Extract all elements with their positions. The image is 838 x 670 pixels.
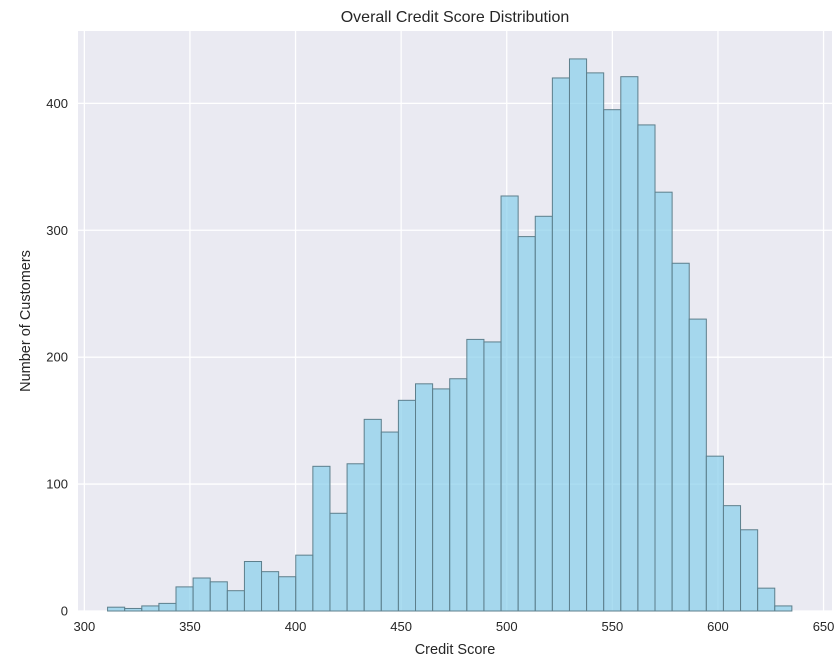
histogram-bar [688, 318, 707, 612]
histogram-bar [380, 431, 399, 612]
histogram-bar [705, 455, 724, 612]
histogram-bar [107, 606, 126, 612]
histogram-bar [158, 602, 177, 612]
y-tick-label: 300 [46, 223, 68, 238]
histogram-bar [466, 338, 485, 612]
y-tick-label: 100 [46, 477, 68, 492]
histogram-bar [432, 388, 451, 612]
histogram-bar [295, 554, 314, 612]
histogram-bar [261, 571, 280, 612]
y-axis-label: Number of Customers [18, 250, 34, 392]
histogram-bar [774, 605, 793, 612]
histogram-bar [517, 236, 536, 612]
x-tick-label: 650 [813, 619, 835, 634]
chart-title: Overall Credit Score Distribution [341, 9, 570, 26]
x-tick-label: 400 [285, 619, 307, 634]
histogram-bar [757, 587, 776, 612]
histogram-bar [551, 77, 570, 612]
x-tick-label: 450 [390, 619, 412, 634]
histogram-bar [192, 577, 211, 612]
histogram-bar [363, 418, 382, 612]
x-tick-label: 550 [601, 619, 623, 634]
histogram-bar [397, 399, 417, 612]
y-axis-ticks: 0 100 200 300 400 [46, 96, 68, 619]
y-tick-label: 0 [61, 604, 68, 619]
x-tick-label: 500 [496, 619, 518, 634]
histogram-bar [740, 529, 759, 612]
histogram-bar [124, 607, 143, 612]
histogram-bar [722, 505, 742, 612]
histogram-bar [209, 581, 228, 612]
histogram-bar [654, 191, 673, 612]
histogram-bar [226, 590, 245, 612]
histogram-bar [415, 383, 434, 612]
histogram-bar [278, 576, 297, 612]
histogram-bar [483, 341, 502, 612]
y-tick-label: 200 [46, 350, 68, 365]
histogram-bar [243, 561, 263, 612]
histogram-bar [346, 463, 365, 612]
histogram-bar [449, 378, 468, 612]
histogram-bar [312, 465, 331, 612]
x-axis-label: Credit Score [415, 642, 496, 658]
x-tick-label: 350 [179, 619, 201, 634]
histogram-bars [107, 58, 793, 612]
histogram-bar [603, 109, 622, 612]
x-axis-ticks: 300 350 400 450 500 550 600 650 [73, 619, 834, 634]
histogram-bar [329, 512, 348, 612]
histogram-bar [534, 215, 553, 612]
x-tick-label: 600 [707, 619, 729, 634]
histogram-bar [586, 72, 605, 612]
x-tick-label: 300 [73, 619, 95, 634]
histogram-bar [141, 605, 160, 612]
histogram-bar [671, 262, 690, 612]
histogram-bar [637, 124, 656, 612]
histogram-bar [568, 58, 588, 612]
histogram-bar [620, 76, 639, 612]
y-tick-label: 400 [46, 96, 68, 111]
histogram-bar [500, 195, 519, 612]
histogram-bar [175, 586, 194, 612]
